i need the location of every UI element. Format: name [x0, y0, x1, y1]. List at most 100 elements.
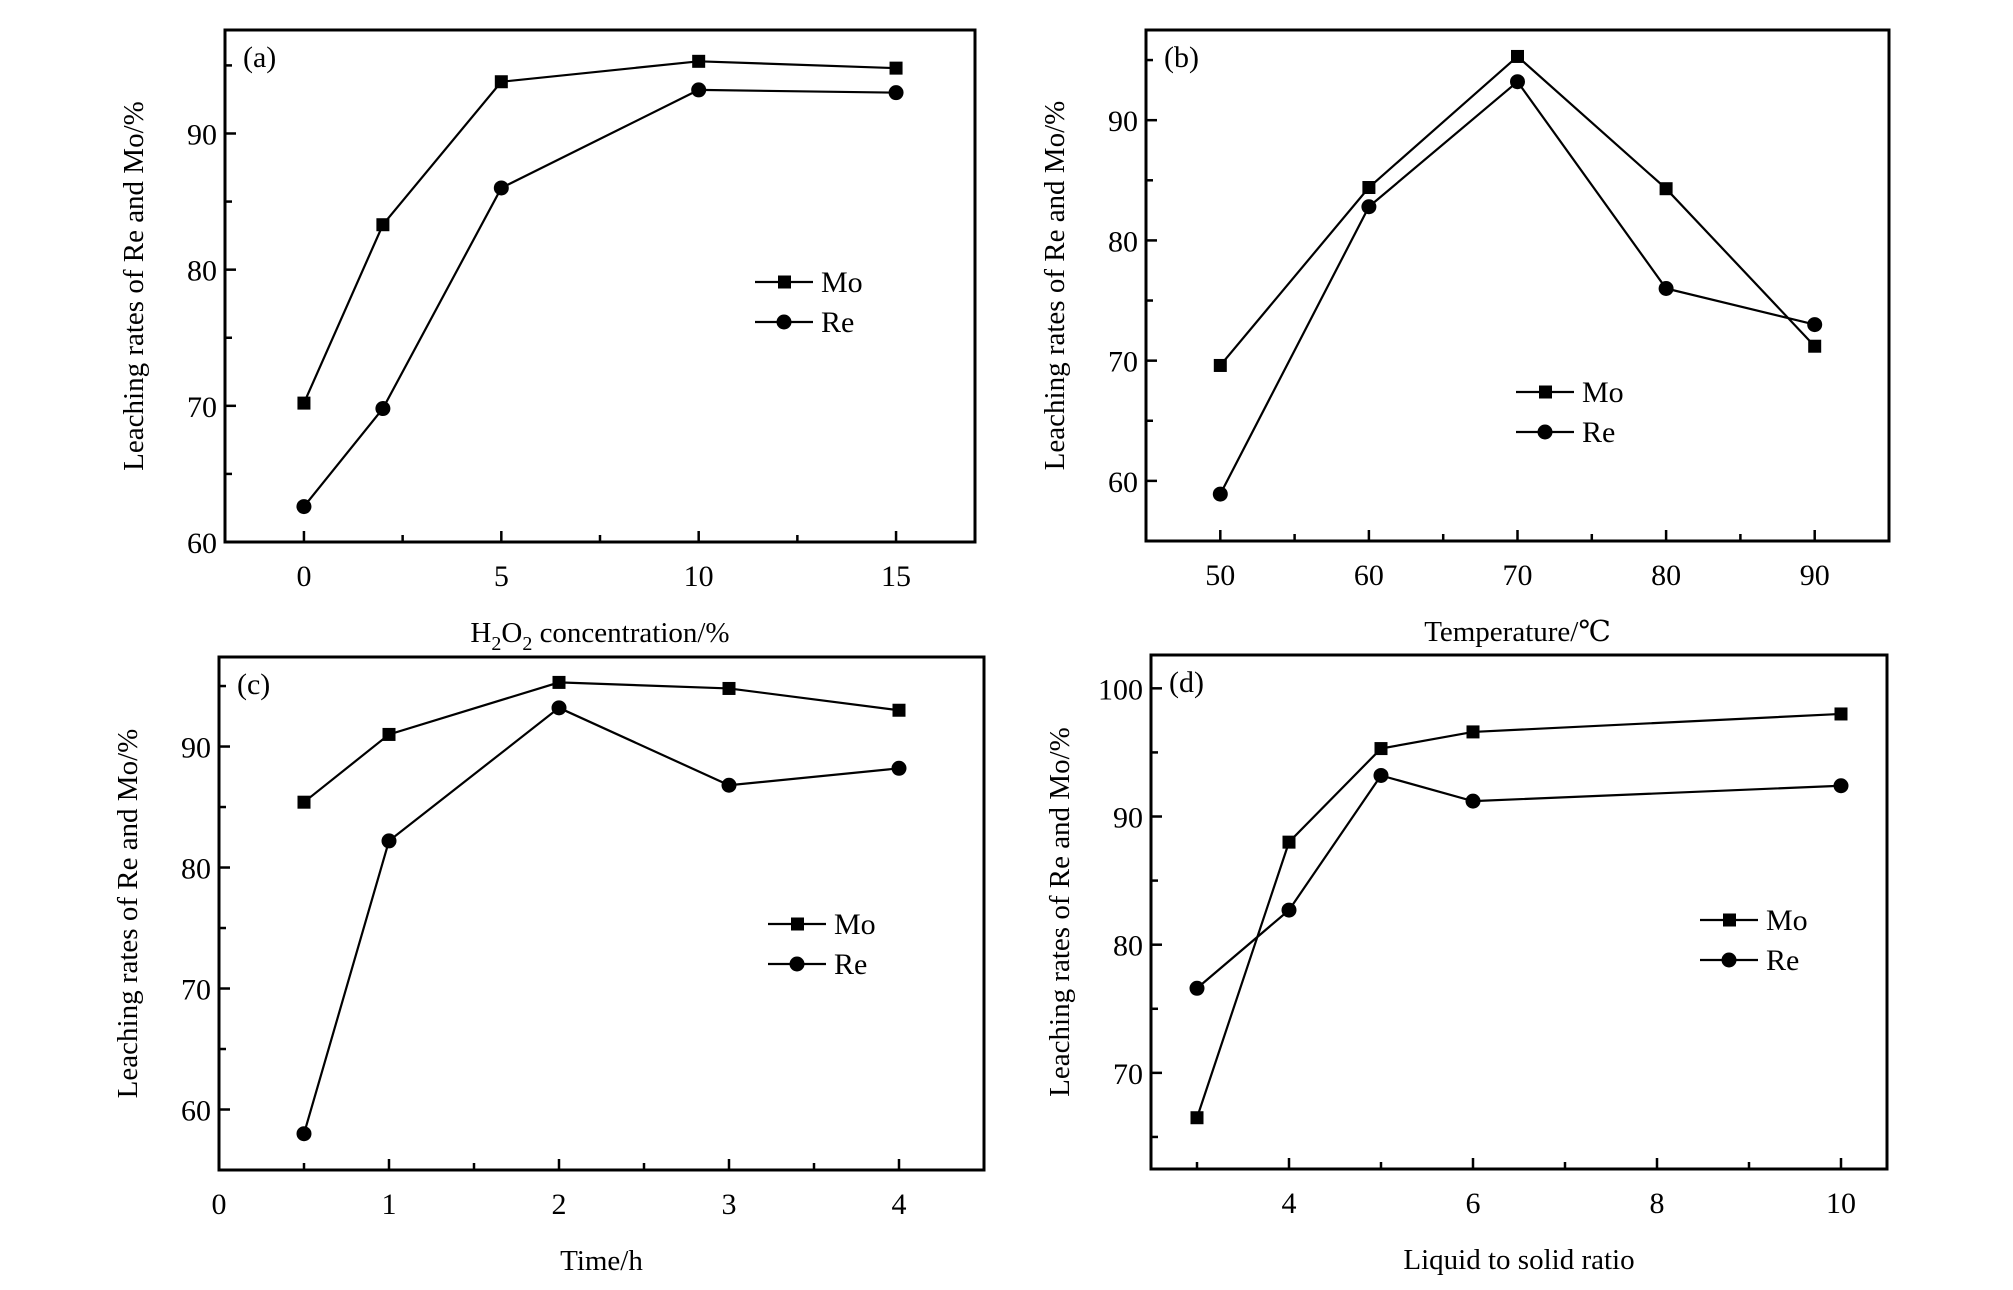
x-tick-label: 50: [1205, 559, 1235, 592]
legend-circle-marker-icon: [1721, 952, 1737, 968]
series-mo: [297, 675, 906, 809]
data-point-square: [297, 396, 311, 410]
y-axis-title: Leaching rates of Re and Mo/%: [112, 729, 144, 1099]
y-tick-label: 80: [1108, 225, 1138, 258]
data-point-circle: [1658, 281, 1674, 297]
x-tick-label: 70: [1503, 559, 1533, 592]
data-point-square: [722, 681, 736, 695]
chart-panel-d: 4 6 8 10 70 80 90 100 (d) Liquid to solid ratio Le…: [1044, 653, 1889, 1276]
legend-item: Re: [768, 948, 867, 981]
legend-square-marker-icon: [791, 917, 804, 931]
legend-label: Mo: [834, 908, 876, 941]
chart-panel-b: 50 60 70 80 90 60 70 80 90 (b) Temperature/℃ Leachi…: [1039, 28, 1891, 648]
y-axis-title: Leaching rates of Re and Mo/%: [118, 101, 150, 471]
legend-square-marker-icon: [778, 275, 791, 289]
legend-label: Mo: [1766, 904, 1808, 937]
data-point-square: [1466, 725, 1480, 739]
legend: Mo Re: [768, 908, 876, 981]
series-line-mo: [1219, 54, 1816, 367]
data-point-square: [1834, 707, 1848, 721]
data-point-circle: [1807, 317, 1823, 333]
series-re: [1189, 767, 1849, 996]
y-tick-label: 80: [187, 255, 217, 288]
legend-item: Re: [1516, 416, 1615, 449]
data-point-square: [1282, 835, 1296, 849]
x-tick-label: 4: [892, 1188, 907, 1221]
series-re: [296, 82, 904, 515]
panel-label: (c): [237, 668, 270, 701]
legend-label: Mo: [1582, 376, 1624, 409]
x-axis-title-part: O: [501, 617, 522, 649]
data-point-circle: [551, 700, 567, 716]
data-point-square: [1511, 49, 1524, 63]
x-axis-title-part: Temperature/℃: [1424, 616, 1611, 648]
data-point-square: [1213, 358, 1227, 372]
legend-square-marker-icon: [1723, 913, 1736, 927]
series-re: [296, 700, 907, 1142]
series-line-re: [1196, 774, 1842, 990]
series-mo: [1190, 707, 1848, 1125]
legend-item: Mo: [1516, 376, 1624, 409]
y-axis-title: Leaching rates of Re and Mo/%: [1039, 101, 1071, 471]
series-re: [1212, 74, 1823, 502]
legend-label: Re: [821, 306, 854, 339]
data-point-circle: [1361, 199, 1377, 215]
legend-square-marker-icon: [1539, 385, 1552, 399]
data-point-square: [1659, 182, 1673, 196]
data-point-square: [297, 795, 311, 809]
series-mo: [1213, 49, 1822, 372]
data-point-circle: [1281, 902, 1297, 918]
x-tick-label: 5: [494, 560, 509, 593]
data-point-circle: [296, 499, 312, 515]
plot-frame: [1149, 653, 1889, 1171]
y-tick-label: 60: [1108, 466, 1138, 499]
x-tick-label: 10: [1826, 1187, 1856, 1220]
data-point-square: [692, 54, 706, 68]
data-point-circle: [1189, 980, 1205, 996]
legend-item: Mo: [1700, 904, 1808, 937]
y-tick-label: 90: [1108, 105, 1138, 138]
panel-label: (b): [1164, 41, 1199, 74]
x-axis-title-part: concentration/%: [532, 617, 729, 649]
data-point-square: [1808, 339, 1822, 353]
x-axis-title: Temperature/℃: [1424, 616, 1611, 648]
x-axis-title-subscript: 2: [522, 633, 532, 655]
y-tick-label: 60: [181, 1095, 211, 1128]
x-axis-title-part: Liquid to solid ratio: [1403, 1244, 1634, 1276]
y-tick-label: 70: [1113, 1058, 1143, 1091]
data-point-circle: [1373, 767, 1389, 783]
x-tick-label: 2: [552, 1188, 567, 1221]
legend-circle-marker-icon: [776, 314, 792, 330]
x-axis-title: H2O2 concentration/%: [470, 617, 729, 655]
y-tick-label: 60: [187, 527, 217, 560]
y-tick-label: 80: [181, 853, 211, 886]
data-point-circle: [375, 401, 391, 417]
plot-frame: [1144, 28, 1891, 543]
data-point-circle: [1510, 74, 1525, 90]
legend: Mo Re: [1700, 904, 1808, 977]
data-point-square: [1190, 1111, 1204, 1125]
panel-label: (d): [1169, 666, 1204, 699]
data-point-circle: [1833, 778, 1849, 794]
x-axis-title-part: H: [470, 617, 491, 649]
legend-item: Mo: [768, 908, 876, 941]
panel-label: (a): [243, 41, 276, 74]
x-tick-label: 0: [296, 560, 311, 593]
data-point-square: [1362, 181, 1376, 195]
x-tick-label: 3: [722, 1188, 737, 1221]
y-tick-label: 90: [181, 732, 211, 765]
series-mo: [297, 54, 903, 410]
x-axis-title-part: Time/h: [560, 1245, 643, 1277]
x-tick-label: 0: [212, 1188, 227, 1221]
x-tick-label: 10: [684, 560, 714, 593]
y-tick-label: 70: [1108, 346, 1138, 379]
x-tick-label: 1: [382, 1188, 397, 1221]
legend: Mo Re: [1516, 376, 1624, 449]
x-tick-label: 15: [881, 560, 911, 593]
data-point-square: [382, 727, 396, 741]
data-point-square: [376, 218, 390, 232]
legend-label: Re: [1582, 416, 1615, 449]
x-axis-title: Liquid to solid ratio: [1403, 1244, 1634, 1276]
